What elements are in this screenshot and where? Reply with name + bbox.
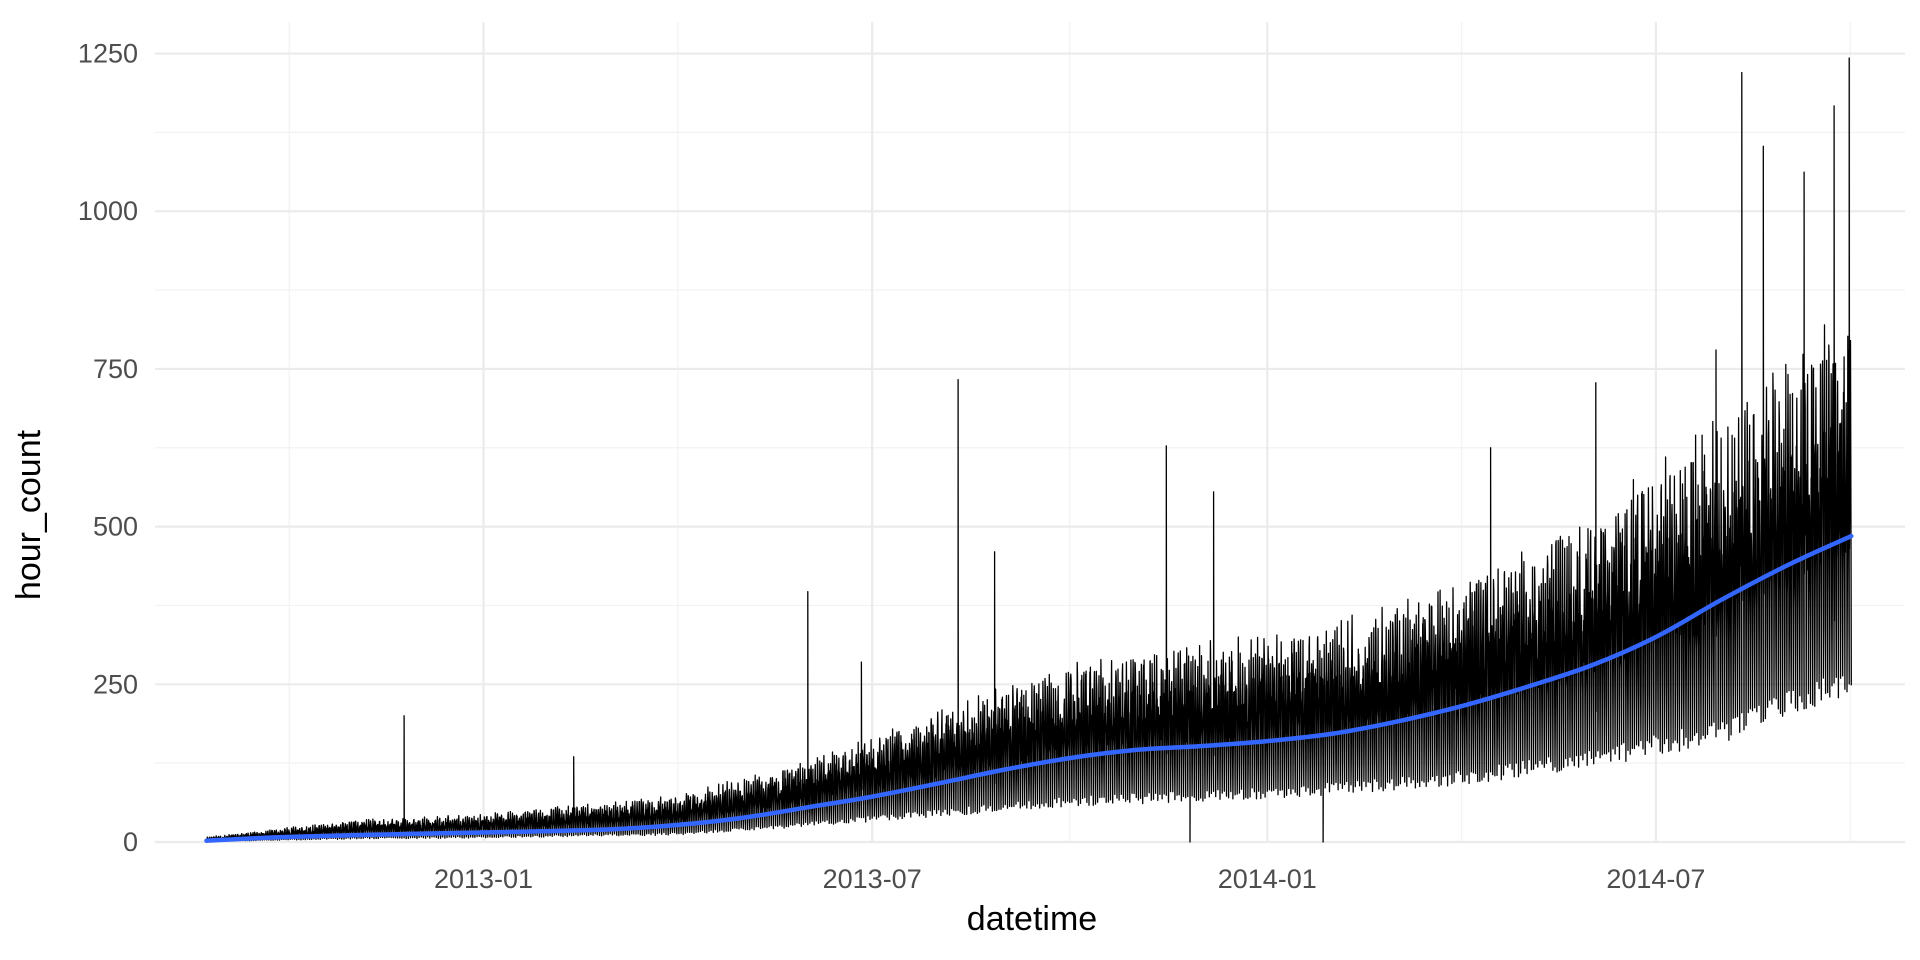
trend-line [204, 533, 1854, 843]
raw-series-line [205, 57, 1852, 843]
x-tick-labels: 2013-01 2013-07 2014-01 2014-07 [434, 864, 1705, 894]
y-tick-label: 250 [93, 669, 138, 699]
y-tick-label: 750 [93, 354, 138, 384]
x-tick-label: 2013-07 [823, 864, 922, 894]
x-tick-label: 2014-01 [1218, 864, 1317, 894]
trend-series [204, 533, 1854, 843]
raw-series [205, 57, 1852, 843]
y-axis-title: hour_count [10, 429, 48, 600]
y-tick-label: 0 [123, 827, 138, 857]
y-tick-label: 500 [93, 512, 138, 542]
x-tick-label: 2013-01 [434, 864, 533, 894]
x-tick-label: 2014-07 [1606, 864, 1705, 894]
y-tick-labels: 0 250 500 750 1000 1250 [78, 39, 138, 857]
grid-major [155, 22, 1905, 844]
y-tick-label: 1000 [78, 196, 138, 226]
y-tick-label: 1250 [78, 39, 138, 69]
grid-minor [155, 22, 1905, 842]
x-axis-title: datetime [967, 900, 1097, 938]
